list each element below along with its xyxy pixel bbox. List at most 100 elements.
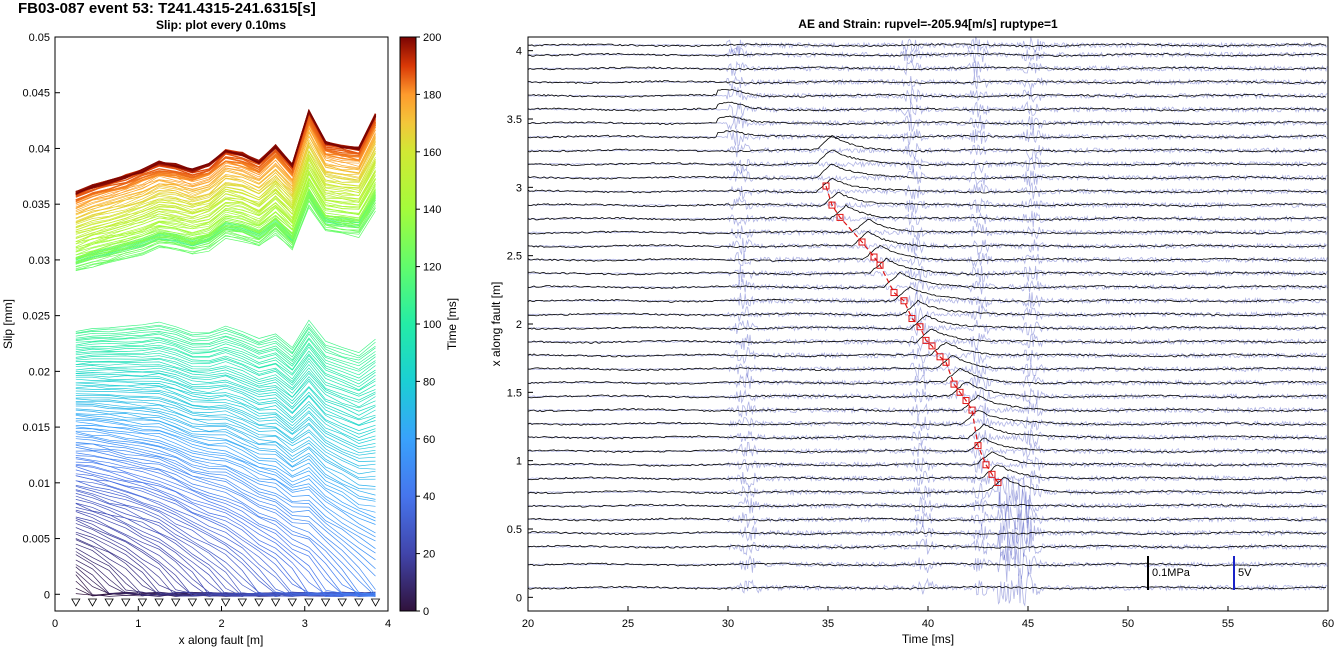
strain-trace — [528, 204, 1327, 221]
position-y-tick-label: 2 — [516, 319, 522, 331]
time-x-ticks: 20 25 30 35 40 45 50 55 60 — [522, 606, 1334, 630]
slip-curve — [75, 323, 376, 357]
ae-waveform — [528, 572, 1328, 607]
ae-waveform — [528, 515, 1328, 551]
strain-trace — [528, 66, 1327, 71]
slip-curve — [75, 355, 376, 397]
strain-trace — [528, 531, 1327, 536]
strain-trace — [528, 218, 1327, 235]
strain-trace — [528, 163, 1327, 180]
ae-waveform — [528, 114, 1328, 133]
slip-curve — [75, 358, 376, 403]
slip-curve — [75, 169, 376, 245]
slip-y-tick-label: 0.015 — [22, 422, 50, 434]
slip-y-axis-label: Slip [mm] — [1, 299, 15, 349]
slip-y-tick-label: 0 — [44, 589, 50, 601]
strain-trace — [528, 517, 1327, 522]
ae-waveform — [528, 168, 1328, 187]
ae-waveform — [528, 265, 1328, 283]
slip-curve — [75, 363, 376, 409]
slip-curve — [75, 458, 376, 596]
slip-curve — [75, 433, 376, 549]
slip-curve — [75, 461, 376, 597]
slip-curve — [75, 346, 376, 388]
slip-curve — [75, 197, 376, 264]
slip-x-axis-label: x along fault [m] — [179, 633, 264, 647]
rupture-pick-marker — [956, 388, 964, 396]
colorbar-ticks: 0 20 40 60 80 100 120 140 160 180 200 — [416, 32, 441, 618]
strain-trace — [528, 423, 1327, 440]
ae-waveform — [528, 86, 1328, 104]
slip-curve — [75, 135, 376, 215]
ae-strain-panel: AE and Strain: rupvel=-205.94[m/s] rupty… — [489, 17, 1334, 646]
slip-curve — [75, 200, 376, 270]
slip-curve — [75, 431, 376, 542]
rupture-pick-marker — [828, 201, 836, 209]
slip-curve — [75, 157, 376, 232]
rupture-pick-marker — [994, 479, 1002, 487]
slip-panel: Slip: plot every 0.10ms 0 1 2 3 4 0 0.005 0.01… — [1, 18, 459, 647]
ae-waveform — [528, 156, 1328, 174]
slip-curve — [75, 184, 376, 256]
ae-waveform — [528, 143, 1328, 160]
slip-curve — [75, 428, 376, 534]
slip-curve — [75, 405, 376, 480]
slip-curve — [75, 518, 376, 597]
slip-curve — [75, 127, 376, 209]
slip-curve — [75, 350, 376, 392]
slip-y-tick-label: 0.045 — [22, 88, 50, 100]
rupture-pick-marker — [974, 442, 982, 450]
ae-waveform — [528, 46, 1328, 63]
slip-curve — [75, 395, 376, 459]
slip-y-ticks: 0 0.005 0.01 0.015 0.02 0.025 0.03 0.035 0.04 0.0… — [22, 32, 60, 601]
sensor-marker-icon — [154, 598, 164, 607]
sensor-marker-icon — [104, 598, 114, 607]
slip-curve — [75, 447, 376, 596]
slip-curve — [75, 419, 376, 513]
scale-bar-label: 5V — [1238, 567, 1252, 579]
slip-curve — [75, 402, 376, 475]
slip-curve — [75, 566, 376, 597]
strain-trace — [528, 101, 1326, 112]
colorbar-tick-label: 140 — [423, 204, 441, 216]
slip-curve — [75, 176, 376, 249]
rupture-pick-marker — [900, 297, 908, 305]
rupture-pick-marker — [870, 253, 878, 261]
sensor-marker-icon — [254, 598, 264, 607]
slip-curve — [75, 398, 376, 467]
slip-curve — [75, 418, 376, 507]
slip-curve — [75, 442, 376, 570]
strain-trace — [528, 367, 1327, 385]
ae-waveform — [528, 320, 1328, 336]
slip-curve — [75, 361, 376, 408]
slip-curve — [75, 206, 376, 271]
slip-curve — [75, 381, 376, 438]
strain-trace — [528, 115, 1327, 126]
slip-curve — [75, 341, 376, 382]
colorbar-tick-label: 160 — [423, 147, 441, 159]
rupture-pick-marker — [988, 470, 996, 478]
slip-curve — [75, 414, 376, 502]
colorbar-tick-label: 100 — [423, 319, 441, 331]
sensor-marker-icon — [287, 598, 297, 607]
time-x-tick-label: 40 — [922, 618, 934, 630]
slip-x-ticks: 0 1 2 3 4 — [52, 606, 391, 630]
slip-x-tick-label: 4 — [385, 618, 391, 630]
slip-curve — [75, 554, 376, 597]
slip-curve — [75, 151, 376, 225]
strain-trace — [528, 177, 1327, 194]
slip-curve — [75, 124, 376, 206]
strain-trace — [528, 286, 1327, 303]
slip-curve — [75, 170, 376, 243]
time-x-tick-label: 35 — [822, 618, 834, 630]
strain-trace — [528, 328, 1327, 344]
rupture-pick-marker — [942, 358, 950, 366]
colorbar-tick-label: 40 — [423, 491, 435, 503]
strain-trace — [528, 437, 1327, 454]
slip-curve — [75, 390, 376, 454]
slip-curve — [75, 403, 376, 479]
rupture-pick-marker — [858, 238, 866, 246]
strain-trace — [528, 342, 1327, 358]
sensor-marker-icon — [87, 598, 98, 607]
rupture-pick-marker — [968, 406, 976, 414]
